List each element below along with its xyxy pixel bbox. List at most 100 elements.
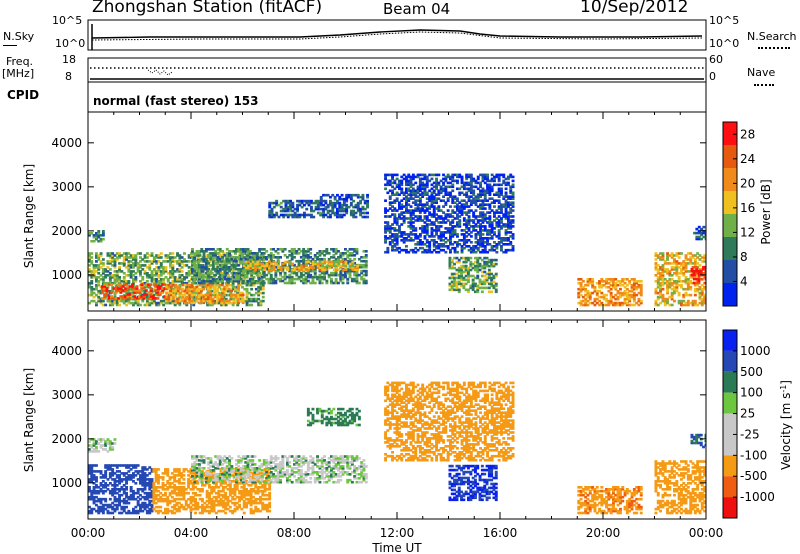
power-cell [99,237,103,241]
power-cell [409,197,413,200]
power-cell [202,287,206,291]
power-cell [113,258,117,261]
power-cell [430,173,434,177]
power-cell [446,245,450,248]
power-cell [502,173,506,177]
power-cell [314,199,318,203]
power-cell [405,189,408,193]
power-cell [462,284,466,288]
power-cell [654,280,658,283]
power-cell [486,183,489,187]
power-cell [456,205,459,208]
power-cell [243,299,247,303]
power-cell [257,303,261,307]
power-cell [242,248,245,251]
power-cell [486,175,489,179]
velocity-cell [118,488,121,491]
power-cell [227,283,230,287]
power-cell [453,272,456,276]
power-cell [453,276,456,280]
power-cell [421,227,425,230]
power-cell [465,193,469,196]
velocity-cell [95,491,98,495]
power-cell [444,177,448,181]
power-cell [364,281,368,285]
velocity-cell [108,472,112,475]
velocity-cell [104,497,108,501]
power-cell [405,181,408,185]
power-cell [504,211,508,214]
power-cell [334,257,338,261]
power-cell [428,223,432,226]
power-cell [202,281,206,285]
power-cell [245,256,249,259]
power-cell [97,272,101,275]
power-cell [97,289,101,293]
power-cell [208,260,212,263]
power-cell [462,243,466,246]
power-cell [507,203,510,206]
power-cell [439,185,443,189]
power-cell [400,189,404,193]
power-cell [274,250,278,253]
power-cell [326,203,330,207]
power-cell [656,276,660,279]
power-cell [388,237,392,240]
power-cell [88,301,91,305]
power-cell [319,195,323,199]
power-cell [332,250,336,253]
power-cell [290,277,294,281]
power-cell [458,221,462,224]
power-cell [272,215,276,219]
power-cell [345,199,349,203]
power-cell [486,199,489,202]
power-cell [476,233,480,236]
power-cell [391,185,394,189]
power-cell [302,250,306,253]
power-cell [139,256,142,259]
power-cell [326,193,330,197]
power-cell [405,250,408,254]
power-cell [319,199,323,203]
power-cell [223,261,227,265]
power-cell [656,270,660,273]
power-cell [112,287,116,290]
power-cell [616,295,620,299]
power-cell [488,205,492,208]
power-cell [682,268,686,271]
power-cell [218,277,222,281]
power-cell [457,276,461,280]
power-cell [284,201,288,205]
velocity-cell [101,507,105,511]
power-cell [409,227,413,230]
power-cell [129,272,133,275]
power-cell [418,197,422,200]
power-cell [143,254,147,257]
power-cell [605,303,608,307]
power-cell [115,258,119,261]
power-cell [469,181,473,185]
power-cell [457,266,461,270]
power-colorbar-label: Power [dB] [759,179,773,244]
power-cell [290,281,294,285]
power-cell [411,193,415,196]
power-cell [320,252,324,255]
power-cell [165,291,169,295]
power-cell [174,285,178,289]
velocity-cell [113,495,117,499]
power-cell [338,197,342,201]
power-cell [88,264,91,267]
power-cell [115,270,119,273]
power-cell [95,287,98,291]
power-cell [120,262,124,265]
power-cell [104,268,108,271]
power-cell [162,280,166,283]
power-cell [619,301,622,305]
power-cell [409,183,413,187]
power-cell [668,303,672,307]
power-cell [393,193,397,196]
power-cell [437,207,441,210]
power-cell [704,231,706,235]
power-cell [209,285,213,289]
power-cell [386,225,390,228]
